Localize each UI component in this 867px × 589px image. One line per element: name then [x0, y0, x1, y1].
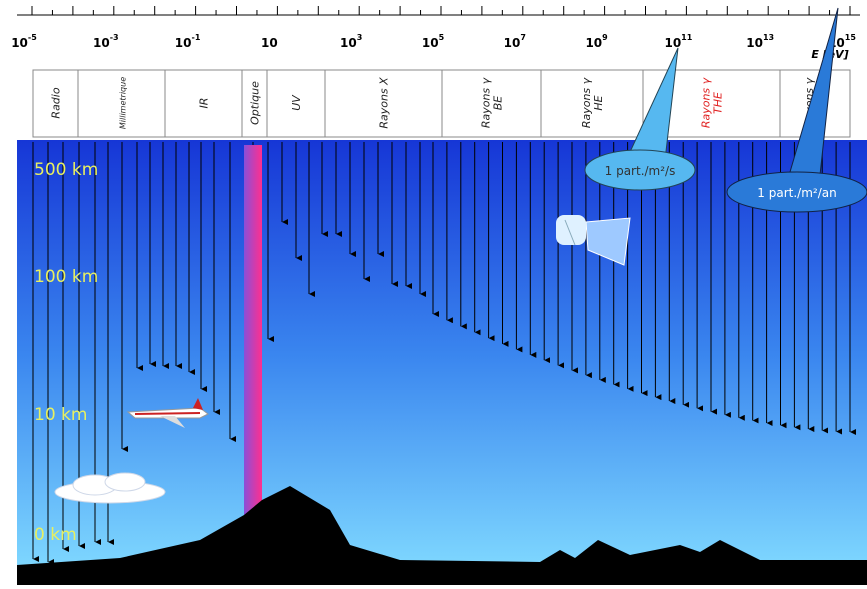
tick-exp: 5: [439, 33, 445, 42]
optical-window: [244, 145, 262, 565]
altitude-label: 0 km: [34, 525, 77, 545]
tick-label: 105: [422, 33, 445, 50]
tick-base: 10: [422, 36, 439, 50]
tick-exp: -5: [28, 33, 37, 42]
tick-exp: 9: [602, 33, 608, 42]
altitude-label: 10 km: [34, 405, 87, 425]
spectrum-diagram: 10-510-310-110103105107109101110131015E …: [0, 0, 867, 585]
band-label: HE: [592, 95, 605, 110]
tick-exp: 13: [763, 33, 774, 42]
callout-text: 1 part./m²/s: [605, 164, 676, 178]
tick-base: 10: [261, 36, 278, 50]
sky: [17, 140, 867, 570]
band-label: BE: [492, 96, 505, 111]
altitude-label: 100 km: [34, 267, 98, 287]
tick-label: 10-3: [93, 33, 119, 50]
band-label: IR: [198, 98, 211, 109]
tick-exp: -1: [192, 33, 201, 42]
altitude-label: 500 km: [34, 160, 98, 180]
band-label: THE: [712, 92, 725, 114]
tick-base: 10: [746, 36, 763, 50]
band-label: Rayons X: [378, 77, 391, 129]
tick-base: 10: [585, 36, 602, 50]
tick-exp: 15: [845, 33, 857, 42]
band-label: Millimetrique: [119, 77, 128, 129]
tick-base: 10: [11, 36, 28, 50]
tick-base: 10: [664, 36, 681, 50]
band-label: Optique: [249, 81, 262, 125]
tick-label: 10-1: [175, 33, 201, 50]
band-label: Radio: [50, 87, 63, 118]
tick-label: 107: [504, 33, 526, 50]
tick-label: 103: [340, 33, 362, 50]
tick-label: 10-5: [11, 33, 37, 50]
tick-label: 109: [585, 33, 608, 50]
tick-exp: -3: [110, 33, 119, 42]
tick-exp: 11: [681, 33, 693, 42]
tick-base: 10: [93, 36, 110, 50]
tick-base: 10: [504, 36, 521, 50]
tick-base: 10: [175, 36, 192, 50]
tick-label: 1013: [746, 33, 774, 50]
tick-label: 1011: [664, 33, 692, 50]
tick-exp: 7: [520, 33, 526, 42]
band-label: UV: [290, 94, 303, 111]
tick-base: 10: [340, 36, 357, 50]
tick-label: 10: [261, 36, 278, 50]
callout-text: 1 part./m²/an: [757, 186, 836, 200]
tick-exp: 3: [357, 33, 363, 42]
